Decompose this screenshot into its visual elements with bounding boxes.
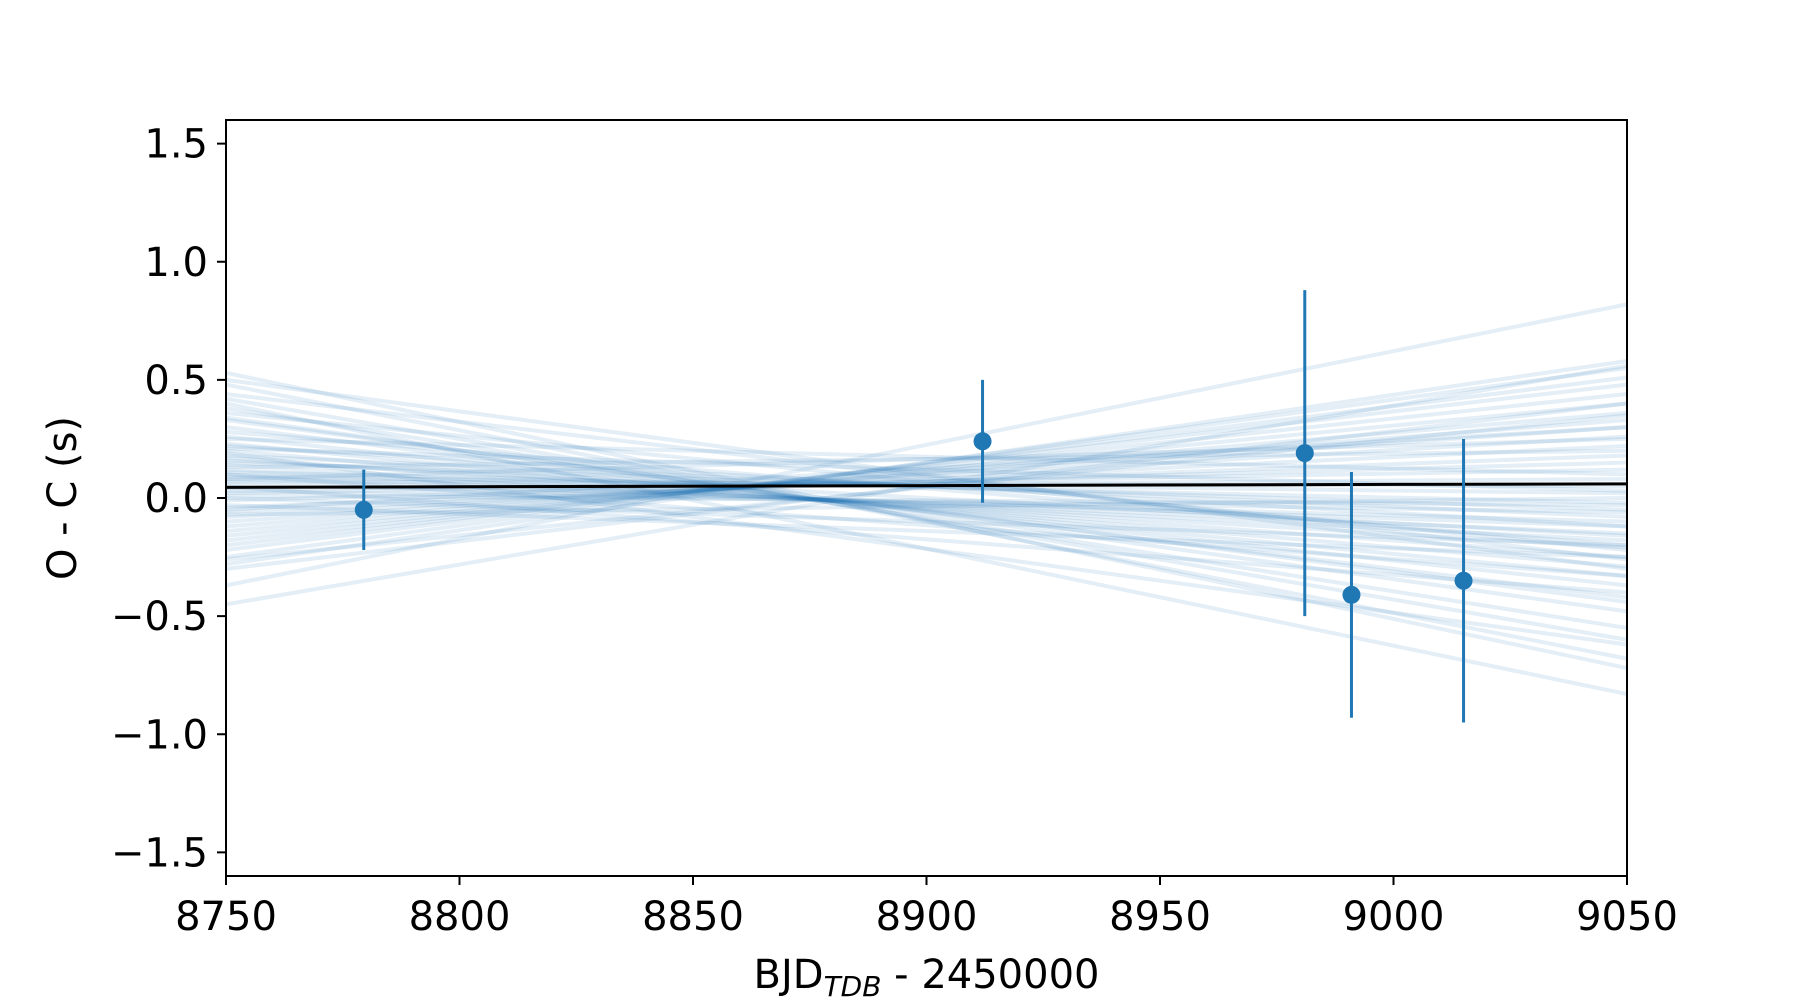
- sample-line-40: [225, 366, 1628, 560]
- sample-line-30: [225, 453, 1628, 510]
- sample-line-4: [225, 415, 1628, 614]
- sample-line-34: [225, 418, 1628, 529]
- sample-line-48: [225, 472, 1628, 578]
- sample-line-28: [225, 467, 1628, 496]
- data-point-1: [973, 432, 992, 451]
- sample-line-15: [225, 488, 1628, 515]
- x-tick-label-2: 8850: [642, 894, 744, 940]
- sample-line-32: [225, 434, 1628, 519]
- y-tick-label-0: 1.5: [144, 122, 208, 168]
- sample-line-9: [225, 455, 1628, 560]
- x-tick-label-1: 8800: [409, 894, 511, 940]
- sample-line-31: [225, 444, 1628, 515]
- sample-line-54: [225, 496, 1628, 517]
- sample-line-52: [225, 448, 1628, 470]
- sample-line-3: [225, 406, 1628, 630]
- sample-line-51: [225, 436, 1628, 477]
- x-axis-label: BJDTDB - 2450000: [754, 952, 1100, 1000]
- data-point-2: [1295, 444, 1314, 463]
- sample-line-6: [225, 434, 1628, 588]
- y-tick-label-3: 0.0: [144, 476, 208, 522]
- data-point-0: [354, 500, 373, 519]
- y-tick-label-5: −1.0: [111, 712, 208, 758]
- x-axis-ticks: 8750 8800 8850 8900 8950 9000 9050: [175, 876, 1678, 940]
- sample-line-0: [225, 370, 1628, 671]
- sample-line-53: [225, 503, 1628, 560]
- sample-line-42: [225, 302, 1628, 588]
- sample-line-57: [225, 458, 1628, 538]
- x-tick-label-0: 8750: [175, 894, 277, 940]
- y-tick-label-2: 0.5: [144, 358, 208, 404]
- sample-line-33: [225, 425, 1628, 524]
- data-point-4: [1454, 571, 1473, 590]
- x-axis-label-suffix: - 2450000: [881, 952, 1099, 998]
- y-tick-label-6: −1.5: [111, 830, 208, 876]
- y-axis-label: O - C (s): [40, 416, 86, 580]
- sample-line-45: [225, 425, 1628, 512]
- y-axis-ticks: 1.5 1.0 0.5 0.0 −0.5 −1.0 −1.5: [111, 122, 226, 876]
- sample-line-11: [225, 467, 1628, 543]
- sample-line-24: [225, 470, 1628, 505]
- sample-line-56: [225, 413, 1628, 562]
- sample-line-7: [225, 441, 1628, 578]
- y-tick-label-1: 1.0: [144, 240, 208, 286]
- sample-line-10: [225, 462, 1628, 550]
- sample-line-18: [225, 392, 1628, 562]
- sample-line-29: [225, 460, 1628, 503]
- x-axis-label-subscript: TDB: [824, 970, 882, 1000]
- x-tick-label-4: 8950: [1109, 894, 1211, 940]
- sample-line-14: [225, 481, 1628, 524]
- sample-line-8: [225, 448, 1628, 569]
- x-tick-label-3: 8900: [876, 894, 978, 940]
- sample-line-38: [225, 382, 1628, 548]
- sample-line-19: [225, 410, 1628, 552]
- sample-line-2: [225, 396, 1628, 642]
- posterior-sample-lines: [225, 302, 1628, 697]
- sample-line-17: [225, 377, 1628, 571]
- best-fit-line-group: [225, 482, 1628, 489]
- sample-line-47: [225, 484, 1628, 595]
- sample-line-37: [225, 392, 1628, 543]
- x-axis-label-main: BJD: [754, 952, 824, 998]
- data-point-3: [1342, 585, 1361, 604]
- sample-line-20: [225, 429, 1628, 548]
- x-tick-label-5: 9000: [1343, 894, 1445, 940]
- y-tick-label-4: −0.5: [111, 594, 208, 640]
- sample-line-1: [225, 382, 1628, 661]
- sample-line-16: [225, 493, 1628, 508]
- sample-line-5: [225, 425, 1628, 600]
- data-points: [354, 290, 1473, 723]
- sample-line-39: [225, 375, 1628, 552]
- sample-line-12: [225, 472, 1628, 536]
- x-tick-label-6: 9050: [1576, 894, 1678, 940]
- sample-line-49: [225, 451, 1628, 647]
- sample-line-50: [225, 418, 1628, 604]
- sample-line-35: [225, 410, 1628, 534]
- sample-line-55: [225, 401, 1628, 697]
- best-fit-line: [225, 482, 1628, 489]
- sample-line-46: [225, 496, 1628, 548]
- sample-line-59: [225, 436, 1628, 482]
- sample-line-41: [225, 358, 1628, 567]
- sample-line-36: [225, 401, 1628, 538]
